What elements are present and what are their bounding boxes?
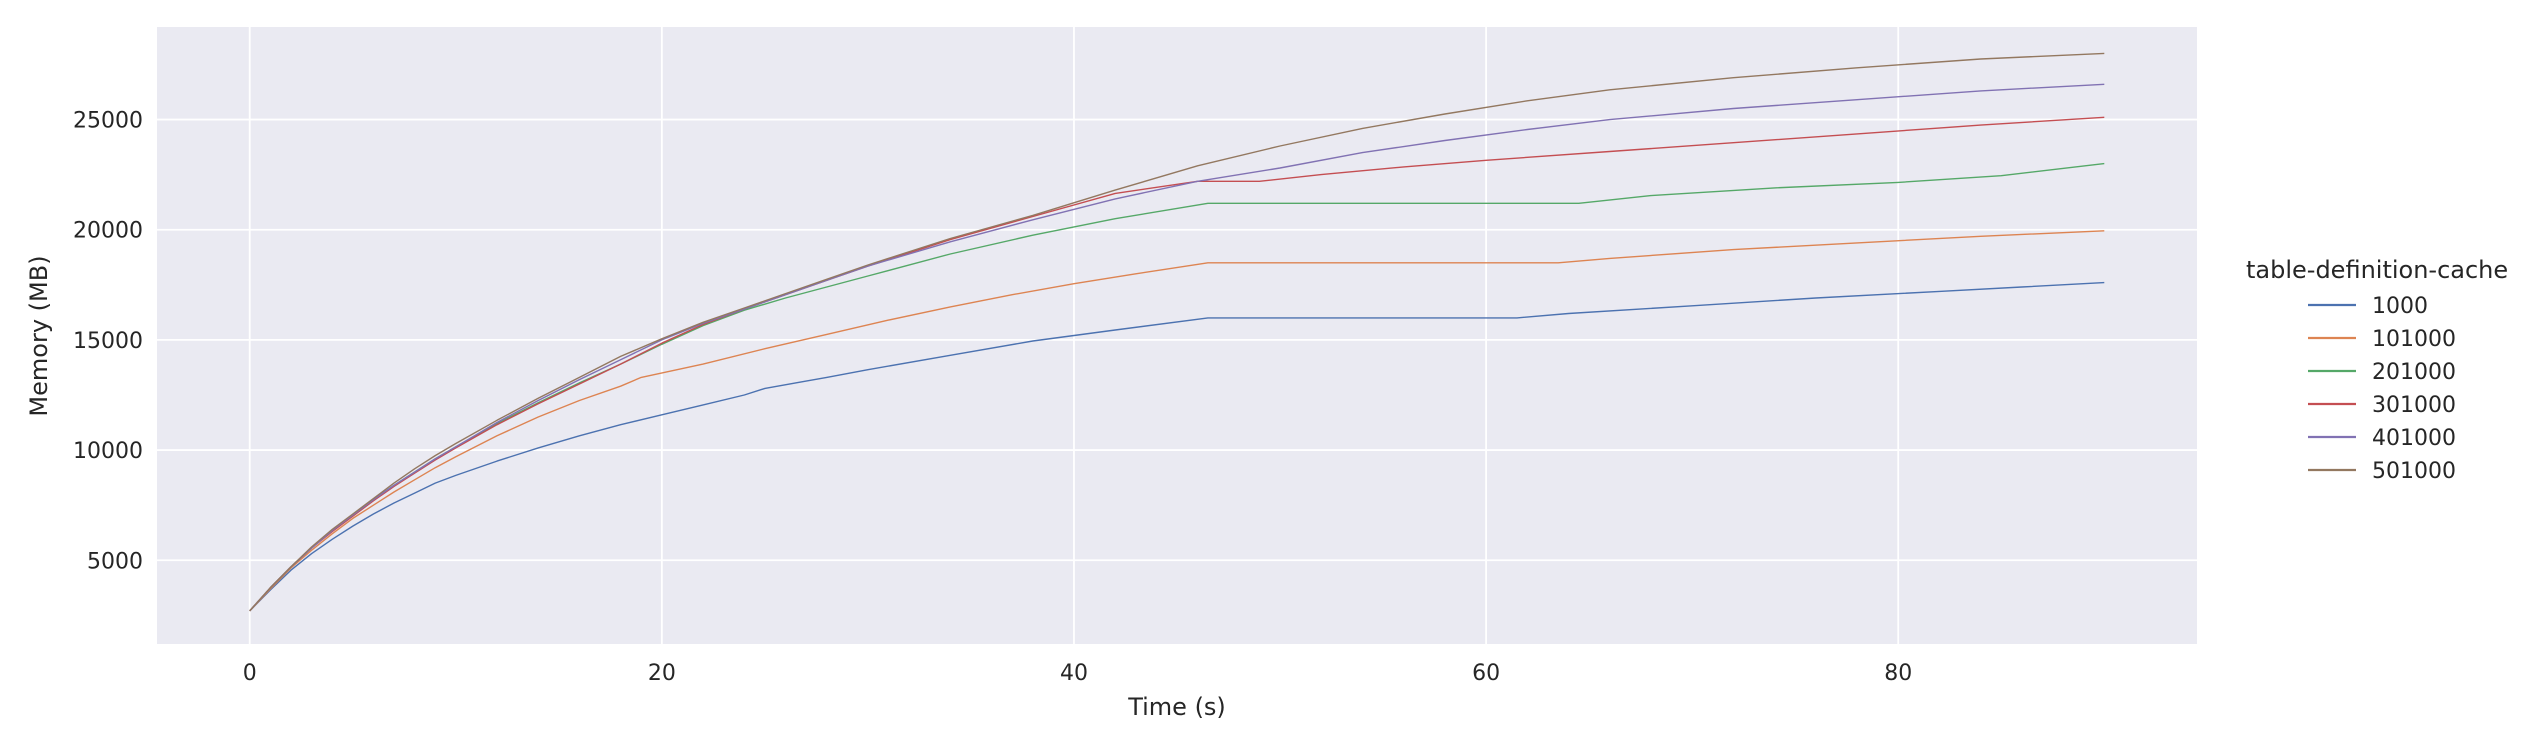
series-line-1000 <box>249 281 2105 612</box>
series-lines <box>249 52 2105 612</box>
y-tick-labels: 5000 10000 15000 20000 25000 <box>73 109 143 575</box>
legend: table-definition-cache 1000 101000 201000 3… <box>2246 256 2508 484</box>
x-axis-label: Time (s) <box>1127 693 1226 721</box>
legend-label-301000: 301000 <box>2372 393 2456 418</box>
y-tick-label: 5000 <box>87 549 143 574</box>
legend-label-101000: 101000 <box>2372 327 2456 352</box>
y-tick-label: 25000 <box>73 109 143 134</box>
legend-label-1000: 1000 <box>2372 294 2428 319</box>
series-line-401000 <box>249 83 2105 612</box>
x-tick-label: 40 <box>1060 661 1088 686</box>
y-tick-label: 10000 <box>73 439 143 464</box>
x-tick-labels: 0 20 40 60 80 <box>243 661 1912 686</box>
series-line-101000 <box>249 230 2105 612</box>
legend-label-501000: 501000 <box>2372 459 2456 484</box>
x-tick-label: 20 <box>648 661 676 686</box>
legend-label-201000: 201000 <box>2372 360 2456 385</box>
y-tick-label: 20000 <box>73 219 143 244</box>
series-line-501000 <box>249 52 2105 612</box>
plot-background <box>157 27 2197 644</box>
x-tick-label: 60 <box>1472 661 1500 686</box>
x-tick-label: 0 <box>243 661 257 686</box>
y-axis-label: Memory (MB) <box>25 255 53 416</box>
legend-label-401000: 401000 <box>2372 426 2456 451</box>
x-tick-label: 80 <box>1884 661 1912 686</box>
y-tick-label: 15000 <box>73 329 143 354</box>
legend-title: table-definition-cache <box>2246 256 2508 284</box>
